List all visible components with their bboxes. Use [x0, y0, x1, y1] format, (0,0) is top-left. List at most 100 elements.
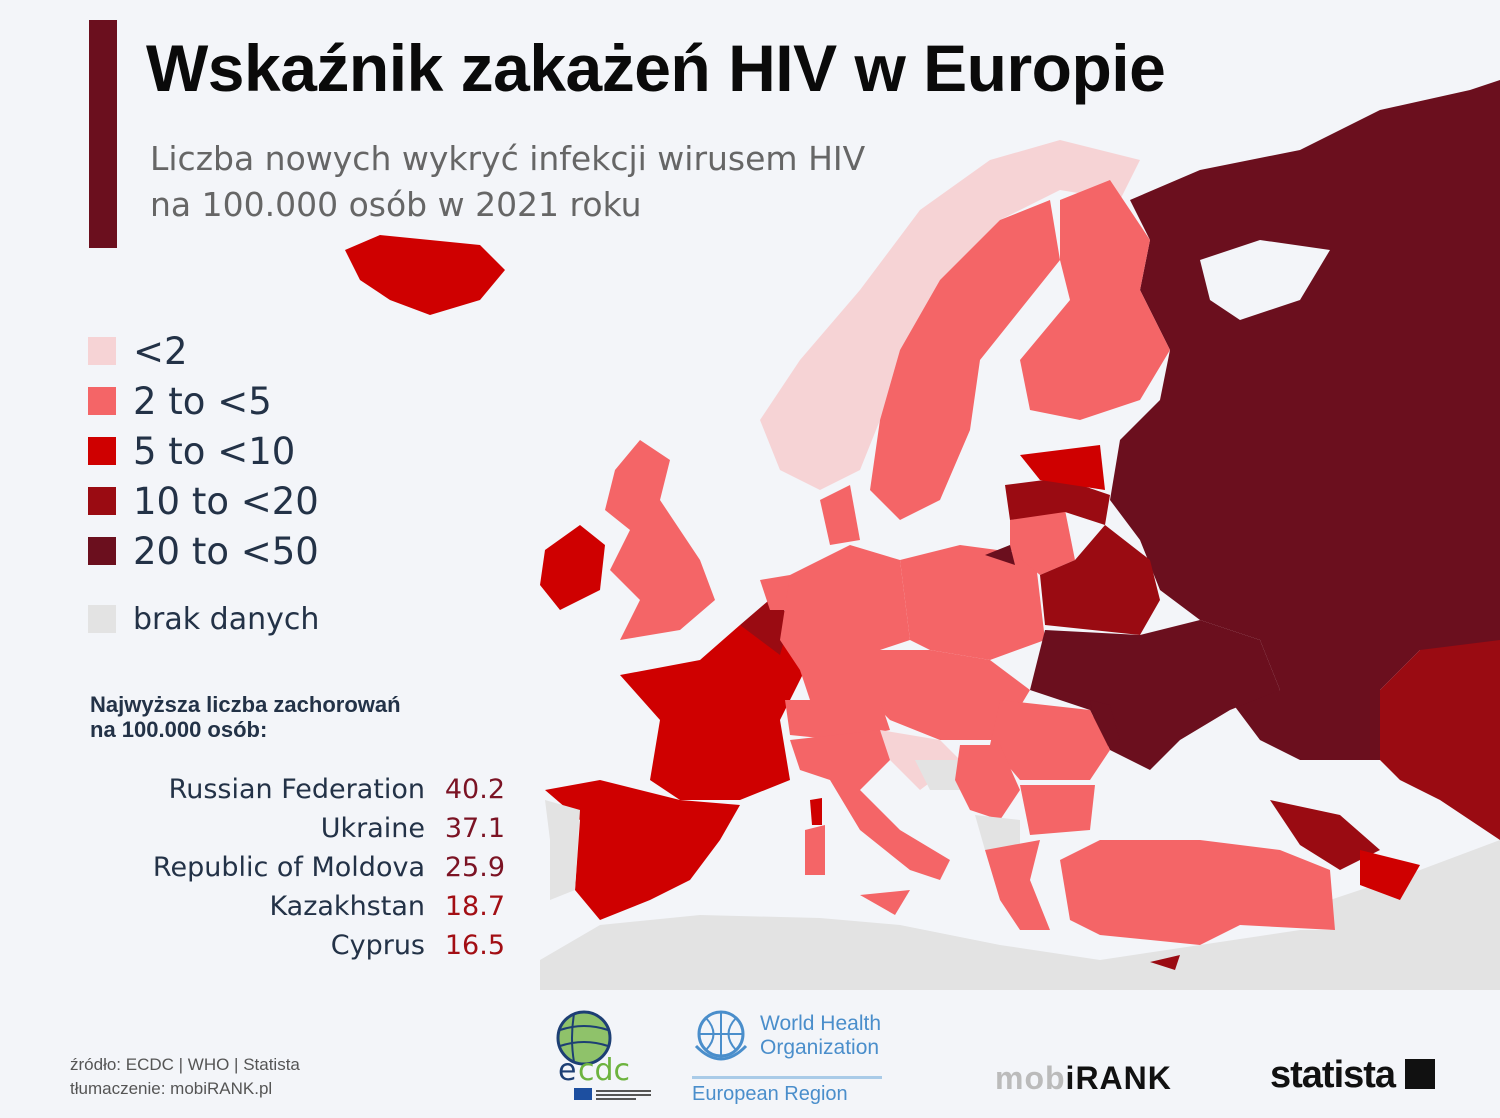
country-austria-switzerland: [785, 700, 890, 740]
legend-swatch: [88, 537, 116, 565]
country-italy: [790, 730, 950, 880]
country-bosnia: [915, 760, 960, 790]
country-finland: [1020, 180, 1170, 420]
legend-label: 5 to <10: [133, 429, 296, 473]
country-portugal: [545, 800, 580, 900]
list-item: Republic of Moldova 25.9: [100, 848, 505, 887]
legend-item: 5 to <10: [88, 426, 319, 476]
country-spain: [545, 780, 740, 920]
country-sicily: [860, 890, 910, 915]
legend-item: <2: [88, 326, 319, 376]
country-name: Ukraine: [320, 813, 425, 844]
country-estonia: [1020, 445, 1105, 490]
svg-text:cdc: cdc: [578, 1053, 630, 1088]
country-greece: [985, 840, 1050, 930]
country-denmark: [820, 485, 860, 545]
top-countries-list: Russian Federation 40.2 Ukraine 37.1 Repub…: [100, 770, 505, 965]
list-item: Kazakhstan 18.7: [100, 887, 505, 926]
country-netherlands: [760, 575, 790, 610]
page-title: Wskaźnik zakażeń HIV w Europie: [146, 31, 1166, 105]
legend-label: 10 to <20: [133, 479, 319, 523]
mobirank-part-b: iRANK: [1065, 1060, 1172, 1096]
ecdc-logo: e cdc: [556, 1010, 651, 1100]
who-line-1: World Health: [760, 1012, 881, 1035]
subtitle-line-1: Liczba nowych wykryć infekcji wirusem HI…: [150, 139, 866, 178]
country-cyprus: [1150, 955, 1180, 970]
who-region: European Region: [692, 1076, 882, 1106]
who-line-2: Organization: [760, 1036, 880, 1059]
country-czechia-slovakia-hungary: [870, 650, 1030, 740]
heading-line-1: Najwyższa liczba zachorowań: [90, 692, 401, 717]
country-ireland: [540, 525, 605, 610]
translation-text: tłumaczenie: mobiRANK.pl: [70, 1079, 273, 1098]
north-africa: [540, 915, 1500, 990]
mobirank-part-a: mob: [995, 1060, 1066, 1096]
list-item: Cyprus 16.5: [100, 926, 505, 965]
title-accent-bar: [89, 20, 117, 248]
middle-east: [1330, 840, 1500, 930]
country-value: 40.2: [444, 774, 505, 805]
page-subtitle: Liczba nowych wykryć infekcji wirusem HI…: [150, 136, 910, 228]
legend-label: brak danych: [133, 601, 320, 637]
source-note: źródło: ECDC | WHO | Statista tłumaczeni…: [70, 1053, 300, 1101]
country-russia-kola: [1200, 240, 1330, 320]
legend-swatch: [88, 387, 116, 415]
subtitle-line-2: na 100.000 osób w 2021 roku: [150, 185, 642, 224]
legend-swatch: [88, 605, 116, 633]
country-name: Cyprus: [330, 930, 425, 961]
country-turkey: [1060, 840, 1335, 945]
country-value: 18.7: [444, 891, 505, 922]
country-azerbaijan: [1360, 850, 1420, 900]
who-emblem-icon: [694, 1010, 748, 1061]
top-list-heading: Najwyższa liczba zachorowań na 100.000 o…: [90, 692, 401, 742]
statista-logo: statista: [1270, 1054, 1435, 1097]
country-sweden: [870, 200, 1060, 520]
country-kazakhstan: [1380, 640, 1500, 840]
legend-item: 10 to <20: [88, 476, 319, 526]
legend-item-no-data: brak danych: [88, 594, 319, 644]
svg-text:e: e: [558, 1053, 576, 1088]
statista-text: statista: [1270, 1054, 1396, 1096]
country-norway: [760, 140, 1140, 490]
country-bulgaria: [1020, 785, 1095, 835]
country-poland: [900, 545, 1045, 660]
country-uk: [605, 440, 715, 640]
country-corsica: [810, 798, 822, 825]
country-name: Russian Federation: [168, 774, 425, 805]
country-name: Kazakhstan: [269, 891, 425, 922]
country-kaliningrad: [985, 545, 1015, 565]
legend-swatch: [88, 337, 116, 365]
list-item: Russian Federation 40.2: [100, 770, 505, 809]
legend-item: 20 to <50: [88, 526, 319, 576]
country-iceland: [345, 235, 505, 315]
source-text: źródło: ECDC | WHO | Statista: [70, 1055, 300, 1074]
country-france: [620, 625, 805, 800]
map-legend: <2 2 to <5 5 to <10 10 to <20 20 to <50 …: [88, 326, 319, 644]
country-macedonia-albania: [975, 815, 1020, 850]
country-russia: [1110, 80, 1500, 760]
country-lithuania: [1010, 510, 1075, 575]
list-item: Ukraine 37.1: [100, 809, 505, 848]
statista-mark-icon: [1404, 1059, 1435, 1089]
country-value: 37.1: [444, 813, 505, 844]
country-belarus: [1040, 525, 1160, 635]
legend-swatch: [88, 437, 116, 465]
country-name: Republic of Moldova: [152, 852, 425, 883]
legend-label: <2: [133, 329, 188, 373]
country-sardinia: [805, 825, 825, 875]
country-latvia: [1005, 478, 1110, 525]
who-logo: World Health Organization European Regio…: [688, 1006, 882, 1105]
country-value: 25.9: [444, 852, 505, 883]
country-georgia-armenia: [1270, 800, 1380, 870]
country-value: 16.5: [444, 930, 505, 961]
who-name: World Health Organization: [760, 1012, 881, 1060]
legend-label: 20 to <50: [133, 529, 319, 573]
heading-line-2: na 100.000 osób:: [90, 717, 268, 742]
country-serbia: [955, 745, 1020, 820]
country-romania: [990, 700, 1110, 780]
country-ukraine: [1030, 620, 1280, 770]
legend-item: 2 to <5: [88, 376, 319, 426]
legend-swatch: [88, 487, 116, 515]
legend-label: 2 to <5: [133, 379, 272, 423]
